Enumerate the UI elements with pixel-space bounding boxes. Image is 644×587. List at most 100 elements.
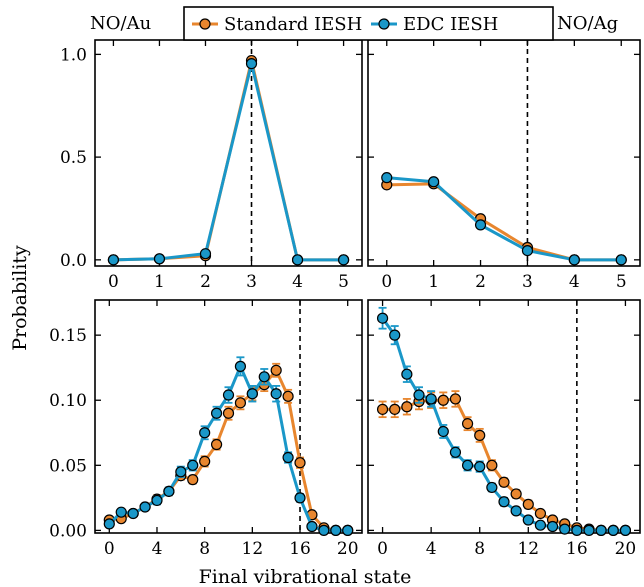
x-tick-label: 5	[616, 272, 627, 292]
x-tick-label: 4	[426, 539, 437, 559]
data-point	[425, 393, 437, 405]
data-point	[151, 494, 163, 507]
data-point	[234, 360, 247, 372]
x-tick-label: 0	[104, 539, 115, 559]
data-point	[571, 524, 583, 536]
data-point	[282, 390, 294, 402]
data-point	[330, 524, 342, 536]
data-point	[389, 329, 401, 341]
data-point	[401, 401, 413, 413]
series-line	[386, 176, 622, 262]
x-tick-label: 1	[428, 272, 439, 292]
x-tick-label: 20	[615, 539, 637, 559]
x-tick-label: 1	[154, 272, 165, 292]
data-point	[107, 254, 120, 266]
x-tick-label: 12	[517, 539, 539, 559]
data-point	[306, 520, 318, 533]
data-point	[258, 371, 270, 383]
x-tick-label: 0	[108, 272, 119, 292]
data-point	[245, 58, 258, 70]
data-point	[474, 219, 487, 231]
data-point	[103, 518, 115, 530]
legend-label-standard: Standard IESH	[224, 14, 362, 35]
data-point	[389, 403, 401, 415]
data-point	[461, 418, 474, 430]
data-point	[270, 388, 282, 400]
x-tick-label: 4	[569, 272, 580, 292]
x-tick-label: 0	[377, 539, 388, 559]
x-tick-label: 20	[337, 539, 359, 559]
series-line	[386, 182, 622, 262]
data-point	[222, 389, 235, 401]
data-point	[498, 476, 510, 488]
data-point	[546, 520, 559, 533]
series-standard-iesh	[381, 178, 627, 266]
data-point	[619, 524, 632, 536]
panel-title-left: NO/Au	[90, 13, 151, 34]
panel-ag-v16: 0 4 8 12 16 20	[367, 299, 641, 559]
x-tick-label: 5	[338, 272, 349, 292]
panel-frame	[367, 299, 641, 534]
legend-marker-edc	[378, 18, 390, 30]
data-point	[449, 393, 462, 405]
data-point	[210, 407, 223, 419]
data-point	[294, 492, 306, 504]
data-point	[163, 485, 175, 497]
series-edc-iesh	[376, 306, 632, 536]
series-line	[113, 62, 344, 262]
data-point	[342, 524, 354, 536]
data-point	[428, 176, 440, 188]
series-standard-iesh	[376, 390, 632, 536]
legend-label-edc: EDC IESH	[403, 14, 498, 35]
plot-layer: 0 1 2 3 4 50.00.51.00 1 2 3 4 50 4 8 12 16 200.000.050.…	[49, 39, 641, 559]
data-point	[401, 368, 413, 380]
series-line	[382, 397, 626, 532]
data-point	[318, 524, 330, 536]
y-tick-label: 0.15	[49, 326, 87, 346]
data-point	[270, 364, 282, 376]
data-point	[595, 524, 607, 536]
legend-frame	[183, 6, 554, 41]
x-tick-label: 2	[200, 272, 211, 292]
y-tick-label: 0.0	[60, 251, 87, 271]
legend-marker-standard	[199, 18, 211, 30]
data-point	[187, 459, 199, 471]
data-point	[486, 481, 498, 494]
data-point	[510, 505, 522, 517]
data-point	[568, 254, 580, 266]
x-axis-label: Final vibrational state	[199, 566, 412, 587]
data-point	[437, 394, 449, 406]
y-tick-label: 0.05	[49, 456, 87, 476]
y-tick-label: 0.00	[49, 521, 87, 541]
data-point	[199, 248, 212, 260]
y-tick-label: 1.0	[60, 45, 87, 65]
data-point	[461, 459, 474, 471]
data-point	[449, 446, 462, 458]
data-point	[127, 507, 139, 520]
data-point	[294, 457, 306, 469]
x-tick-label: 8	[199, 539, 210, 559]
data-point	[139, 501, 151, 513]
series-edc-iesh	[107, 58, 350, 266]
data-point	[153, 253, 166, 265]
x-tick-label: 2	[475, 272, 486, 292]
x-tick-label: 12	[242, 539, 264, 559]
data-point	[246, 388, 258, 400]
legend: Standard IESH EDC IESH	[183, 6, 554, 41]
data-point	[510, 488, 522, 500]
data-point	[534, 519, 547, 531]
data-point	[522, 498, 534, 510]
data-point	[437, 425, 449, 438]
data-point	[291, 254, 304, 266]
data-point	[222, 407, 235, 419]
data-point	[337, 254, 350, 266]
data-point	[559, 523, 571, 535]
panel-frame	[94, 299, 363, 534]
data-point	[583, 524, 595, 536]
data-point	[474, 429, 486, 441]
data-point	[486, 459, 498, 471]
data-point	[521, 244, 534, 257]
x-tick-label: 3	[246, 272, 257, 292]
data-point	[615, 254, 627, 266]
